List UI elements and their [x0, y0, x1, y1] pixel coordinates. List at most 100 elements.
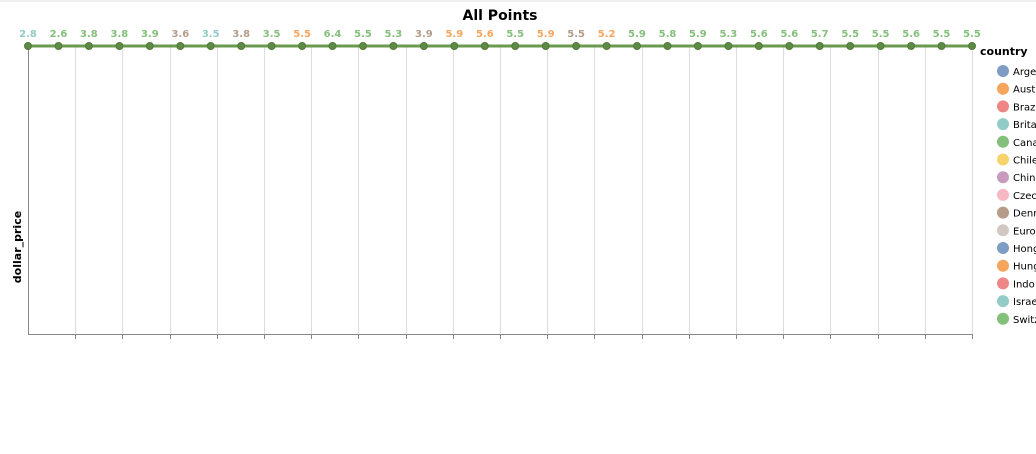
legend-label: Hung — [1013, 262, 1036, 273]
data-label: 5.5 — [293, 29, 311, 40]
legend-symbol — [997, 277, 1009, 290]
data-point — [267, 42, 276, 50]
legend-item: Cana — [997, 135, 1036, 149]
data-point — [480, 42, 489, 50]
legend-symbol — [997, 82, 1009, 95]
data-label: 5.9 — [445, 29, 463, 40]
data-label: 5.9 — [628, 29, 646, 40]
legend-label: Brita — [1013, 120, 1036, 131]
legend-item: Israe — [997, 295, 1036, 308]
data-point — [846, 42, 855, 50]
data-point — [115, 42, 124, 50]
data-point — [359, 42, 367, 50]
legend-symbol — [997, 118, 1009, 131]
legend-label: Czec — [1013, 191, 1036, 202]
legend-symbol — [997, 171, 1009, 184]
chart-title: All Points — [463, 8, 538, 24]
data-label: 3.5 — [263, 29, 281, 40]
data-label: 2.6 — [50, 29, 68, 40]
data-label: 5.9 — [689, 29, 707, 40]
data-label: 5.6 — [750, 29, 768, 40]
legend-item: Indo — [997, 277, 1035, 290]
data-label: 5.6 — [902, 29, 920, 40]
data-point — [968, 42, 976, 50]
grid — [75, 45, 973, 339]
data-point — [663, 42, 672, 50]
data-label: 5.5 — [963, 29, 981, 40]
legend-label: Switz — [1013, 315, 1036, 326]
data-point — [328, 42, 337, 50]
data-label: 3.8 — [232, 29, 250, 40]
legend-label: Euro — [1013, 226, 1036, 237]
axes — [28, 45, 972, 335]
legend-symbol — [997, 242, 1009, 254]
legend-label: Arge — [1013, 67, 1036, 78]
data-label: 3.8 — [111, 29, 129, 40]
legend-item: Hung — [997, 259, 1036, 273]
data-label: 5.5 — [933, 29, 951, 40]
legend-item: Switz — [997, 312, 1036, 326]
data-point — [54, 42, 63, 50]
data-label: 3.9 — [415, 29, 433, 40]
data-label: 5.6 — [780, 29, 798, 40]
legend-symbol — [997, 224, 1009, 237]
legend-symbol — [997, 100, 1009, 113]
legend-item: Chile — [997, 153, 1036, 167]
legend-label: Cana — [1013, 138, 1036, 149]
legend-label: Aust — [1013, 85, 1035, 96]
legend-item: Hong — [997, 242, 1036, 255]
data-point — [511, 42, 520, 50]
legend-label: Indo — [1013, 279, 1035, 290]
legend-label: Denr — [1013, 209, 1036, 220]
data-label: 2.8 — [19, 29, 37, 40]
data-point — [237, 42, 246, 50]
data-point — [815, 42, 824, 50]
data-point — [633, 42, 641, 50]
data-point — [937, 42, 946, 50]
data-label: 5.2 — [598, 29, 616, 40]
data-point — [724, 42, 733, 50]
data-label: 5.5 — [841, 29, 859, 40]
data-point — [541, 42, 550, 50]
legend-symbol — [997, 135, 1009, 148]
data-label: 3.9 — [141, 29, 159, 40]
data-label: 5.7 — [811, 29, 829, 40]
data-label: 6.4 — [324, 29, 342, 40]
data-point — [450, 42, 459, 50]
legend-symbol — [997, 206, 1009, 219]
data-point — [754, 42, 763, 50]
legend-item: Euro — [997, 224, 1036, 237]
data-point — [907, 42, 916, 50]
data-label: 5.5 — [567, 29, 585, 40]
data-label: 3.6 — [171, 29, 189, 40]
data-label: 5.3 — [385, 29, 403, 40]
data-label: 5.5 — [506, 29, 524, 40]
legend-symbol — [997, 295, 1009, 308]
data-point — [572, 42, 581, 50]
series: 2.8 2.6 3.8 3.8 3.9 3.6 3.5 3.8 3.5 5.5 6.4 5.5 5.3 3… — [19, 29, 981, 50]
data-point — [876, 42, 885, 50]
legend-item: Braz — [997, 100, 1035, 113]
data-point — [419, 42, 428, 50]
data-point — [785, 42, 794, 50]
legend-label: Chin — [1013, 173, 1035, 184]
y-axis-title: dollar_price — [11, 211, 24, 283]
legend: country Arge Aust Braz Brita Cana Chile Chin Cz… — [980, 45, 1036, 326]
data-point — [298, 42, 307, 50]
legend-label: Hong — [1013, 244, 1036, 255]
legend-item: Czec — [997, 188, 1036, 202]
legend-symbol — [997, 153, 1009, 166]
data-label: 5.8 — [659, 29, 677, 40]
legend-label: Chile — [1013, 156, 1036, 167]
data-label: 5.5 — [354, 29, 372, 40]
legend-symbol — [997, 65, 1009, 77]
data-label: 3.8 — [80, 29, 98, 40]
data-point — [693, 42, 702, 50]
top-border — [0, 0, 1036, 2]
legend-item: Brita — [997, 118, 1036, 131]
data-point — [24, 42, 32, 50]
data-label: 5.9 — [537, 29, 555, 40]
data-label: 5.3 — [720, 29, 738, 40]
data-point — [389, 42, 398, 50]
